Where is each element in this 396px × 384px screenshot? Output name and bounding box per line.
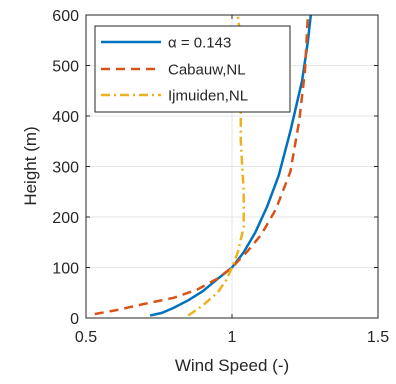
y-tick-label: 100	[52, 261, 79, 278]
y-axis-label: Height (m)	[21, 126, 40, 205]
y-tick-label: 600	[52, 8, 79, 25]
legend-label-cabauw: Cabauw,NL	[168, 62, 246, 79]
axis-ticks: 0.5 1 1.5 0 100 200 300 400 500 600	[52, 8, 389, 346]
series-line-alpha	[149, 14, 313, 317]
y-tick-label: 200	[52, 210, 79, 227]
legend-box	[94, 25, 291, 113]
x-axis-label: Wind Speed (-)	[175, 356, 289, 375]
x-tick-label: 1.5	[367, 329, 389, 346]
y-tick-label: 300	[52, 160, 79, 177]
y-tick-label: 500	[52, 59, 79, 76]
y-tick-label: 400	[52, 109, 79, 126]
legend-label-alpha: α = 0.143	[168, 35, 231, 52]
legend: α = 0.143 Cabauw,NL Ijmuiden,NL	[94, 25, 291, 113]
x-tick-label: 0.5	[75, 329, 97, 346]
y-tick-label: 0	[70, 311, 79, 328]
series-line-cabauw	[94, 14, 310, 316]
legend-label-ijmuiden: Ijmuiden,NL	[168, 88, 248, 105]
x-tick-label: 1	[228, 329, 237, 346]
